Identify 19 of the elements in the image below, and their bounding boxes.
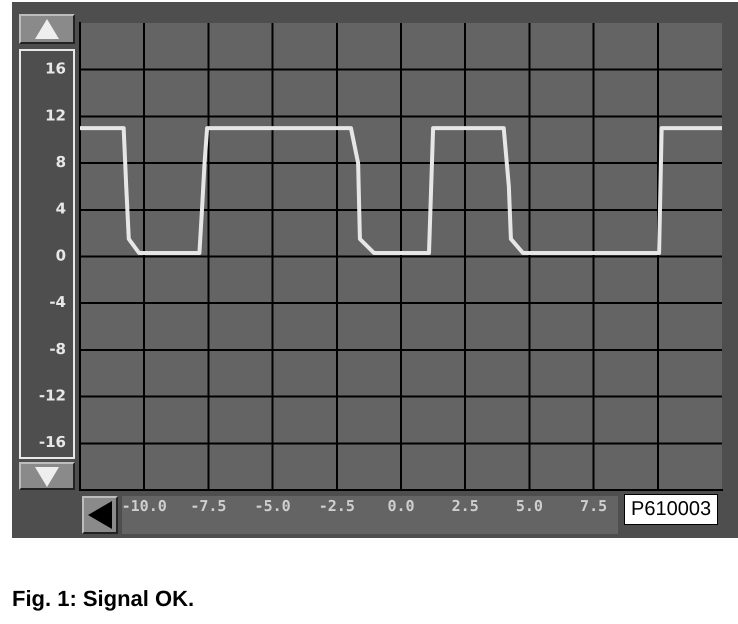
y-tick-label: 4 xyxy=(56,200,66,218)
y-tick-label: -12 xyxy=(38,386,66,404)
y-tick-label: 8 xyxy=(56,152,66,171)
y-tick-label: -4 xyxy=(49,293,66,312)
text: Fig. 1: Signal OK. xyxy=(12,586,194,612)
y-tick-label: 0 xyxy=(56,246,66,264)
x-tick-label: 0.0 xyxy=(387,496,415,515)
y-tick-label: -16 xyxy=(38,433,66,452)
x-tick-label: -10.0 xyxy=(122,496,167,515)
y-tick-label: 16 xyxy=(45,60,66,78)
x-tick-label: 5.0 xyxy=(516,496,543,515)
y-tick-label: 12 xyxy=(45,106,66,124)
y-tick-label: -8 xyxy=(49,340,66,358)
x-tick-label: 7.5 xyxy=(580,496,608,515)
x-tick-label: -7.5 xyxy=(190,496,226,515)
text: P610003 xyxy=(624,494,718,525)
x-tick-label: 2.5 xyxy=(452,496,479,515)
x-tick-label: -5.0 xyxy=(254,496,291,515)
x-tick-label: -2.5 xyxy=(318,496,355,515)
